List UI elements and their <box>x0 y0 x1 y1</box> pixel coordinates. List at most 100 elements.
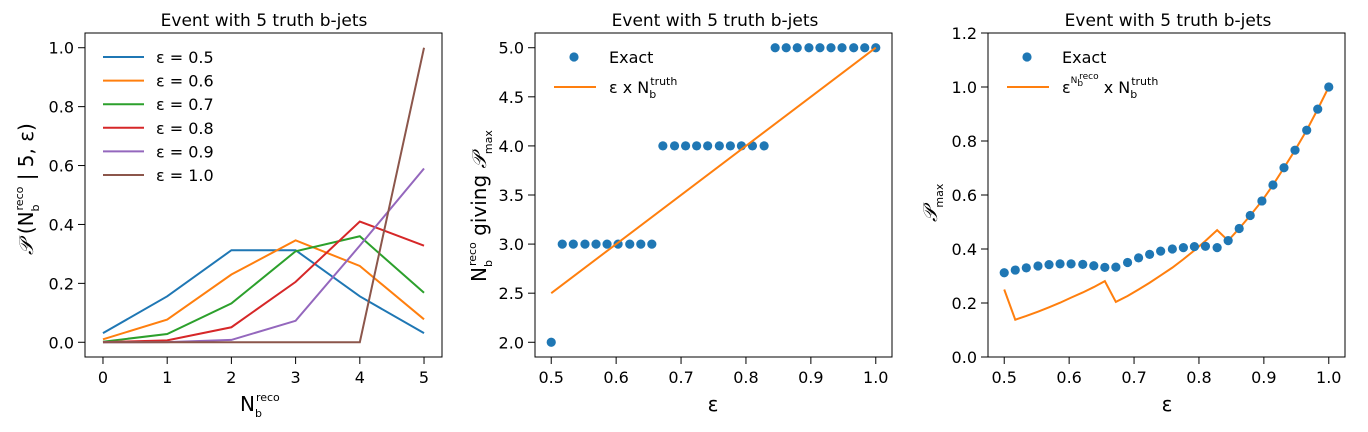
exact-point <box>669 141 680 151</box>
panel-1-title: Event with 5 truth b-jets <box>161 11 368 31</box>
legend-label-expected: εNbreco x Nbtruth <box>1062 72 1158 101</box>
exact-point <box>625 239 635 249</box>
y-tick-label: 4.5 <box>499 88 524 107</box>
y-tick-label: 0.2 <box>952 294 977 313</box>
y-tick-label: 5.0 <box>499 39 524 58</box>
exact-point <box>1234 223 1244 234</box>
y-tick-label: 1.2 <box>952 24 977 43</box>
exact-point <box>636 239 646 249</box>
exact-point <box>568 239 578 249</box>
exact-point <box>781 43 791 53</box>
exact-point <box>815 43 825 53</box>
exact-point <box>1313 104 1323 114</box>
panel-1-ylabel: 𝒫 (Nbreco | 5, ε) <box>13 123 42 255</box>
x-tick-label: 0.8 <box>1186 368 1211 387</box>
expected-line <box>550 46 877 294</box>
exact-point <box>1245 210 1255 221</box>
x-tick-label: 2 <box>226 368 236 387</box>
y-tick-label: 0.8 <box>952 132 977 151</box>
series-line-3 <box>102 235 425 343</box>
exact-point <box>1055 259 1065 269</box>
y-tick-label: 0.4 <box>952 240 977 259</box>
exact-point <box>1044 260 1054 270</box>
series-line-1 <box>102 249 425 335</box>
exact-point <box>1021 263 1031 273</box>
legend-label-3: ε = 0.7 <box>156 95 214 114</box>
y-tick-label: 0.2 <box>49 274 74 293</box>
exact-point <box>546 337 556 347</box>
panel-3-series <box>999 82 1334 322</box>
exact-point <box>1033 261 1043 271</box>
x-tick-label: 5 <box>419 368 429 387</box>
x-tick-label: 0 <box>98 368 108 387</box>
exact-point <box>1089 261 1099 271</box>
x-tick-label: 0.7 <box>1121 368 1146 387</box>
series-line-4 <box>102 220 425 344</box>
panel-3-title: Event with 5 truth b-jets <box>1065 11 1272 31</box>
series-line-2 <box>102 239 425 341</box>
exact-point <box>1122 257 1133 268</box>
exact-point <box>1302 125 1312 135</box>
exact-point <box>725 141 735 151</box>
exact-point <box>837 43 847 53</box>
legend-label-5: ε = 0.9 <box>156 142 214 161</box>
exact-point <box>703 141 713 151</box>
y-tick-label: 0.6 <box>49 157 74 176</box>
panel-2: Event with 5 truth b-jets 0.5 0.6 0.7 0.8 0.… <box>466 11 893 416</box>
panel-3: Event with 5 truth b-jets 0.5 0.6 0.7 0.8 0.… <box>918 11 1346 416</box>
exact-point <box>1145 249 1155 259</box>
x-tick-label: 0.7 <box>668 368 693 387</box>
legend-label-4: ε = 0.8 <box>156 119 214 138</box>
exact-point <box>1212 243 1222 253</box>
exact-point <box>557 239 567 249</box>
panel-2-frame <box>534 32 893 358</box>
exact-point <box>860 43 870 53</box>
x-tick-label: 0.6 <box>603 368 628 387</box>
legend-label-1: ε = 0.5 <box>156 48 214 67</box>
exact-point <box>591 239 601 249</box>
y-tick-label: 0.8 <box>49 98 74 117</box>
panel-1: Event with 5 truth b-jets 0 1 2 3 4 5 0.0 0.2 0.… <box>13 11 443 420</box>
exact-point <box>1156 246 1166 256</box>
panel-2-ylabel: Nbreco giving 𝒫max <box>466 130 495 282</box>
exact-point <box>1200 241 1211 251</box>
exact-point <box>1167 244 1177 254</box>
x-tick-label: 0.5 <box>992 368 1017 387</box>
legend-label-2: ε = 0.6 <box>156 72 214 91</box>
x-tick-label: 0.9 <box>1251 368 1276 387</box>
exact-point <box>1078 259 1088 269</box>
y-tick-label: 0.4 <box>49 215 74 234</box>
panel-2-legend: Exact ε x Nbtruth <box>554 48 677 101</box>
panel-1-frame <box>84 32 443 358</box>
exact-point <box>647 239 657 249</box>
y-tick-label: 1.0 <box>952 78 977 97</box>
exact-point <box>602 239 612 249</box>
x-tick-label: 3 <box>291 368 301 387</box>
y-tick-label: 1.0 <box>49 39 74 58</box>
panel-3-legend: Exact εNbreco x Nbtruth <box>1007 48 1158 101</box>
y-tick-label: 2.5 <box>499 284 524 303</box>
panel-3-xlabel: ε <box>1162 392 1173 416</box>
expected-line <box>1003 86 1330 322</box>
exact-point <box>680 141 691 151</box>
exact-point <box>1111 262 1121 272</box>
exact-point <box>1268 180 1278 190</box>
y-tick-label: 2.0 <box>499 333 524 352</box>
x-tick-label: 1.0 <box>863 368 888 387</box>
exact-point <box>1178 243 1188 253</box>
exact-point <box>658 141 668 151</box>
x-tick-label: 0.9 <box>798 368 823 387</box>
panel-1-ticks: 0 1 2 3 4 5 0.0 0.2 0.4 0.6 0.8 1.0 <box>49 39 430 387</box>
x-tick-label: 1 <box>162 368 172 387</box>
panel-3-frame <box>987 32 1346 358</box>
x-tick-label: 1.0 <box>1316 368 1341 387</box>
panel-2-series <box>546 43 881 347</box>
exact-point <box>1257 196 1267 206</box>
exact-point <box>1223 236 1233 246</box>
x-tick-label: 0.5 <box>539 368 564 387</box>
x-tick-label: 4 <box>355 368 365 387</box>
exact-point <box>826 43 836 53</box>
legend-label-exact: Exact <box>1062 48 1106 67</box>
exact-point <box>580 239 590 249</box>
